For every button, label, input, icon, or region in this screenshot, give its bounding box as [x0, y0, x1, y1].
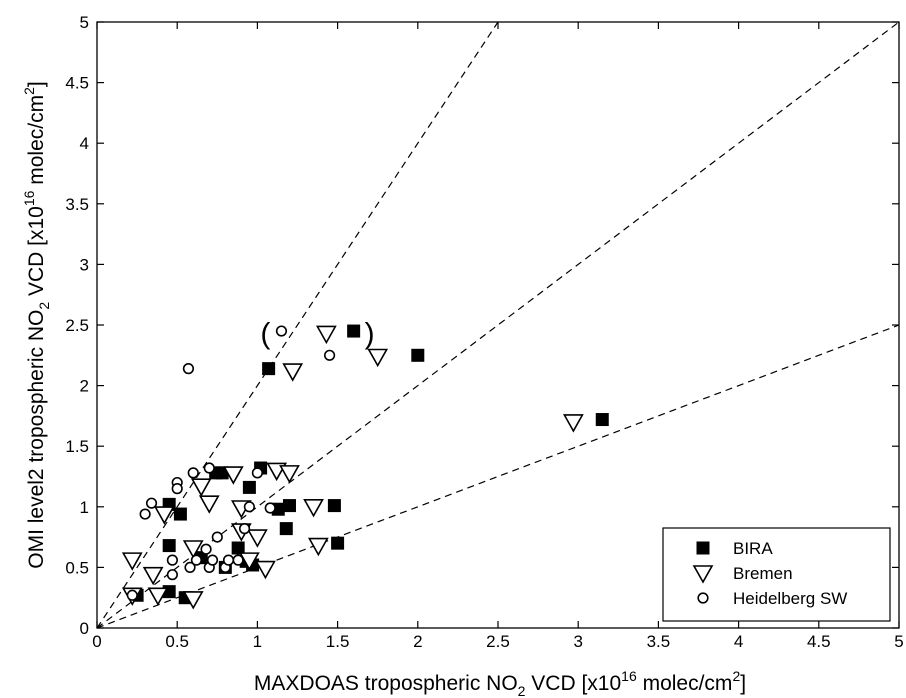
data-point-bremen	[282, 363, 304, 382]
data-point-heidelberg-sw	[139, 508, 151, 520]
y-tick-label: 1	[80, 498, 89, 517]
x-tick-label: 3	[573, 632, 582, 651]
series-bremen	[121, 325, 584, 610]
legend-marker-bremen	[692, 565, 714, 584]
x-tick-label: 2	[413, 632, 422, 651]
data-point-bira	[347, 324, 361, 338]
x-axis-label: MAXDOAS tropospheric NO2 VCD [x1016 mole…	[254, 668, 746, 698]
data-point-heidelberg-sw	[238, 523, 251, 535]
data-point-bira	[173, 507, 187, 521]
legend-label-bira: BIRA	[733, 539, 773, 558]
data-point-heidelberg-sw	[251, 467, 263, 479]
legend-marker-bira	[696, 541, 710, 555]
data-points	[121, 324, 609, 610]
data-point-heidelberg-sw	[171, 483, 183, 495]
data-point-heidelberg-sw	[243, 501, 255, 513]
x-tick-label: 0.5	[165, 632, 189, 651]
data-point-heidelberg-sw	[145, 497, 158, 509]
y-tick-label: 0.5	[65, 558, 89, 577]
y-tick-label: 3	[80, 255, 89, 274]
x-tick-label: 2.5	[486, 632, 510, 651]
data-point-heidelberg-sw	[206, 554, 219, 566]
y-axis-ticks: 0 0.5 1 1.5 2 2.5 3 3.5 4 4.5 5	[65, 13, 899, 638]
data-point-heidelberg-sw	[166, 569, 178, 581]
series-bira	[130, 324, 609, 605]
annotations: ()	[260, 317, 374, 350]
data-point-heidelberg-sw	[187, 467, 199, 479]
y-axis-label: OMI level2 tropospheric NO2 VCD [x1016 m…	[21, 81, 52, 569]
x-tick-label: 4	[734, 632, 743, 651]
data-point-heidelberg-sw	[211, 531, 223, 543]
data-point-heidelberg-sw	[166, 554, 178, 566]
x-tick-label: 4.5	[807, 632, 831, 651]
x-tick-label: 1.5	[326, 632, 350, 651]
y-tick-label: 5	[80, 13, 89, 32]
reference-line-1	[96, 21, 499, 629]
data-point-bira	[411, 348, 425, 362]
y-tick-label: 2	[80, 377, 89, 396]
data-point-bira	[231, 541, 245, 555]
data-point-bremen	[190, 478, 212, 497]
y-tick-label: 4.5	[65, 74, 89, 93]
data-point-bira	[327, 499, 341, 513]
data-point-bremen	[147, 587, 169, 606]
legend: BIRA Bremen Heidelberg SW	[662, 527, 891, 622]
series-heidelberg-sw	[126, 325, 336, 601]
data-point-heidelberg-sw	[190, 554, 203, 566]
data-point-bremen	[239, 552, 260, 571]
data-point-bremen	[182, 591, 204, 610]
data-point-heidelberg-sw	[222, 554, 235, 566]
data-point-bremen	[316, 325, 337, 345]
data-point-heidelberg-sw	[323, 349, 336, 361]
legend-label-bremen: Bremen	[733, 564, 793, 583]
data-point-heidelberg-sw	[203, 462, 215, 474]
reference-lines	[96, 21, 900, 629]
data-point-heidelberg-sw	[126, 589, 138, 601]
x-axis-ticks: 0 0.5 1 1.5 2 2.5 3 3.5 4 4.5 5	[92, 22, 904, 651]
data-point-bira	[282, 499, 296, 513]
data-point-bremen	[154, 506, 175, 525]
data-point-bremen	[367, 348, 389, 368]
data-point-bremen	[307, 537, 329, 557]
data-point-bira	[162, 539, 176, 553]
legend-marker-heidelberg-sw	[697, 592, 709, 604]
data-point-heidelberg-sw	[184, 561, 196, 574]
data-point-bira	[242, 480, 256, 494]
y-tick-label: 1.5	[65, 437, 89, 456]
x-tick-label: 3.5	[647, 632, 671, 651]
x-tick-label: 5	[894, 632, 903, 651]
x-tick-label: 0	[92, 632, 101, 651]
data-point-bremen	[182, 540, 204, 559]
data-point-bremen	[198, 495, 220, 514]
data-point-bremen	[121, 552, 143, 571]
y-tick-label: 2.5	[65, 316, 89, 335]
annotation-paren: )	[365, 317, 375, 350]
data-point-heidelberg-sw	[232, 554, 244, 566]
data-point-heidelberg-sw	[264, 502, 276, 514]
data-point-bira	[331, 536, 345, 550]
data-point-bremen	[303, 498, 324, 518]
data-point-bremen	[247, 529, 268, 548]
data-point-bremen	[563, 414, 584, 433]
data-point-bira	[279, 522, 293, 536]
data-point-heidelberg-sw	[275, 325, 288, 337]
data-point-bira	[262, 362, 276, 376]
legend-label-heidelberg-sw: Heidelberg SW	[733, 589, 847, 608]
y-tick-label: 3.5	[65, 195, 89, 214]
y-tick-label: 4	[80, 134, 89, 153]
data-point-heidelberg-sw	[200, 543, 212, 555]
x-tick-label: 1	[253, 632, 262, 651]
data-point-bremen	[279, 465, 300, 484]
data-point-bremen	[142, 566, 164, 586]
y-tick-label: 0	[80, 619, 89, 638]
reference-line-3	[96, 324, 900, 629]
data-point-heidelberg-sw	[182, 363, 195, 375]
data-point-bira	[595, 413, 609, 427]
data-point-bremen	[222, 466, 244, 485]
data-point-bremen	[255, 560, 276, 580]
annotation-paren: (	[260, 317, 270, 350]
